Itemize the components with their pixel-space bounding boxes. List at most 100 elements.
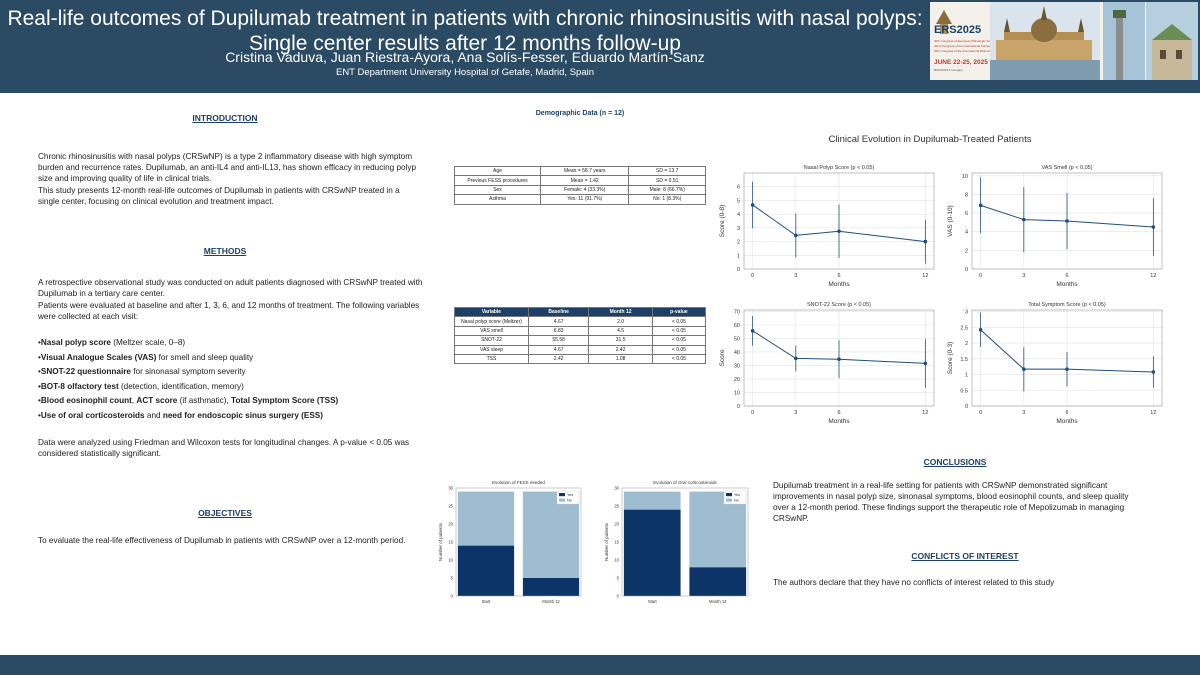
y-axis-label: VAS (0-10) — [947, 205, 954, 237]
table-row: Age Mean = 58.7 years SD = 13.7 — [454, 165, 706, 177]
x-tick-label: 6 — [837, 273, 840, 279]
y-tick-label: 15 — [448, 540, 453, 545]
y-tick-label: 1 — [965, 373, 968, 379]
demographic-title: Demographic Data (n = 12) — [535, 110, 625, 117]
data-point — [750, 329, 755, 333]
y-axis-label: Number of patients — [604, 522, 609, 561]
data-point — [794, 233, 798, 238]
chart-title: Evolution of FESS needed — [492, 480, 545, 485]
conflicts-heading: CONFLICTS OF INTEREST — [911, 551, 1019, 561]
data-point — [837, 229, 841, 234]
introduction-text: Chronic rhinosinusitis with nasal polyps… — [38, 151, 423, 207]
y-tick-label: 1 — [737, 253, 740, 259]
bar-no — [689, 491, 747, 568]
bar-yes — [457, 545, 515, 596]
y-tick-label: 10 — [614, 558, 619, 563]
bar-no — [623, 491, 681, 510]
data-point — [1151, 370, 1156, 374]
variable-item: •Blood eosinophil count, ACT score (if a… — [38, 396, 339, 406]
y-tick-label: 2.5 — [960, 325, 968, 331]
bar-yes — [522, 578, 580, 596]
table-row: VAS smell 6.83 4.5 < 0.05 — [454, 325, 707, 337]
data-point — [1065, 219, 1069, 223]
y-tick-label: 5 — [617, 576, 620, 581]
legend-label: No — [567, 499, 572, 503]
legend-label: Yes — [734, 493, 740, 497]
table-row: Asthma Yes: 11 (91.7%) No: 1 (8.3%) — [454, 194, 706, 205]
x-tick-label: 12 — [1150, 273, 1156, 279]
legend-swatch — [726, 498, 732, 502]
y-tick-label: 6 — [965, 211, 968, 217]
data-point — [750, 203, 755, 207]
y-tick-label: 2 — [965, 248, 968, 254]
authors: Cristina Vaduva, Juan Riestra-Ayora, Ana… — [225, 49, 705, 65]
variable-item: •SNOT-22 questionnaire for sinonasal sym… — [38, 367, 246, 377]
y-tick-label: 8 — [965, 192, 968, 198]
legend-label: No — [734, 499, 739, 503]
x-axis-label: Months — [1056, 281, 1078, 288]
y-tick-label: 0 — [737, 267, 740, 273]
series-line — [980, 329, 1154, 373]
y-tick-label: 2 — [737, 240, 740, 246]
title-line-2: Single center results after 12 months fo… — [249, 32, 681, 55]
y-tick-label: 15 — [614, 540, 619, 545]
y-tick-label: 4 — [965, 230, 968, 236]
y-tick-label: 25 — [614, 504, 619, 509]
results-table: Variable Baseline Month 12 p-value Nasal po… — [454, 306, 707, 365]
logo-name: ERS2025 — [934, 24, 981, 36]
y-tick-label: 3 — [965, 310, 968, 316]
congress-logo: ERS2025 30th Congress of European Rhinol… — [930, 2, 1198, 80]
y-tick-label: 5 — [737, 198, 740, 204]
x-axis-label: Months — [1056, 418, 1078, 425]
legend-label: Yes — [567, 493, 573, 497]
line-chart-panel: Total Symptom Score (p < 0.05) 0 0.5 1 1.5 2 2… — [947, 302, 1163, 425]
y-tick-label: 30 — [734, 363, 740, 369]
logo-venue: BUDAPEST, Hungary — [934, 68, 963, 72]
methods-analysis-text: Data were analyzed using Friedman and Wi… — [38, 438, 410, 458]
x-axis-label: Months — [828, 418, 850, 425]
x-tick-label: 12 — [922, 273, 928, 279]
x-tick-label: 0 — [751, 410, 754, 416]
conclusions-text: Dupilumab treatment in a real-life setti… — [773, 481, 1129, 523]
chart-title: Evolution of Oral corticosteroids — [653, 480, 717, 485]
series-line — [980, 204, 1154, 228]
y-axis-label: Score (0-8) — [719, 205, 726, 238]
y-tick-label: 20 — [614, 522, 619, 527]
x-tick-label: 12 — [922, 410, 928, 416]
plot-frame — [621, 487, 749, 597]
demographic-table: Age Mean = 58.7 years SD = 13.7 Previous F… — [454, 165, 706, 205]
legend-swatch — [559, 493, 565, 497]
table-row: Nasal polyp score (Meltzer) 4.67 2.0 < 0.05 — [454, 316, 707, 327]
table-row: SNOT-22 55.58 31.5 < 0.05 — [454, 335, 707, 346]
y-tick-label: 70 — [734, 309, 740, 315]
chart-title: SNOT-22 Score (p < 0.05) — [807, 302, 871, 308]
budapest-parliament-illustration — [990, 2, 1100, 80]
y-tick-label: 0 — [965, 404, 968, 410]
variable-item: •BOT-8 olfactory test (detection, identi… — [38, 381, 244, 391]
series-line — [752, 204, 926, 243]
y-tick-label: 10 — [962, 174, 968, 180]
x-tick-label: 6 — [1065, 273, 1068, 279]
conflicts-text: The authors declare that they have no co… — [773, 578, 1055, 587]
bar-yes — [623, 509, 681, 596]
affiliation: ENT Department University Hospital of Ge… — [335, 67, 595, 78]
data-point — [1065, 367, 1069, 371]
table-header-row: Variable Baseline Month 12 p-value — [454, 306, 707, 318]
bar-no — [457, 491, 515, 546]
x-tick-label: 0 — [751, 273, 754, 279]
bar-charts: Evolution of FESS needed 0 5 10 15 20 25 30 Numb… — [438, 480, 749, 604]
y-tick-label: 10 — [448, 558, 453, 563]
y-tick-label: 25 — [448, 504, 453, 509]
variable-item: •Use of oral corticosteroids and need fo… — [38, 410, 323, 420]
x-tick-label: 3 — [794, 410, 797, 416]
y-tick-label: 0 — [965, 267, 968, 273]
plot-frame — [971, 172, 1163, 270]
poster-header: Real-life outcomes of Dupilumab treatmen… — [0, 0, 1200, 93]
table-row: Previous FESS procedures Mean = 1.42 SD = … — [454, 175, 706, 186]
y-tick-label: 0 — [737, 404, 740, 410]
y-tick-label: 1.5 — [960, 357, 968, 363]
x-tick-label: Start — [648, 599, 658, 604]
methods-paragraph-2: Patients were evaluated at baseline and … — [38, 301, 420, 321]
x-tick-label: 3 — [1022, 273, 1025, 279]
